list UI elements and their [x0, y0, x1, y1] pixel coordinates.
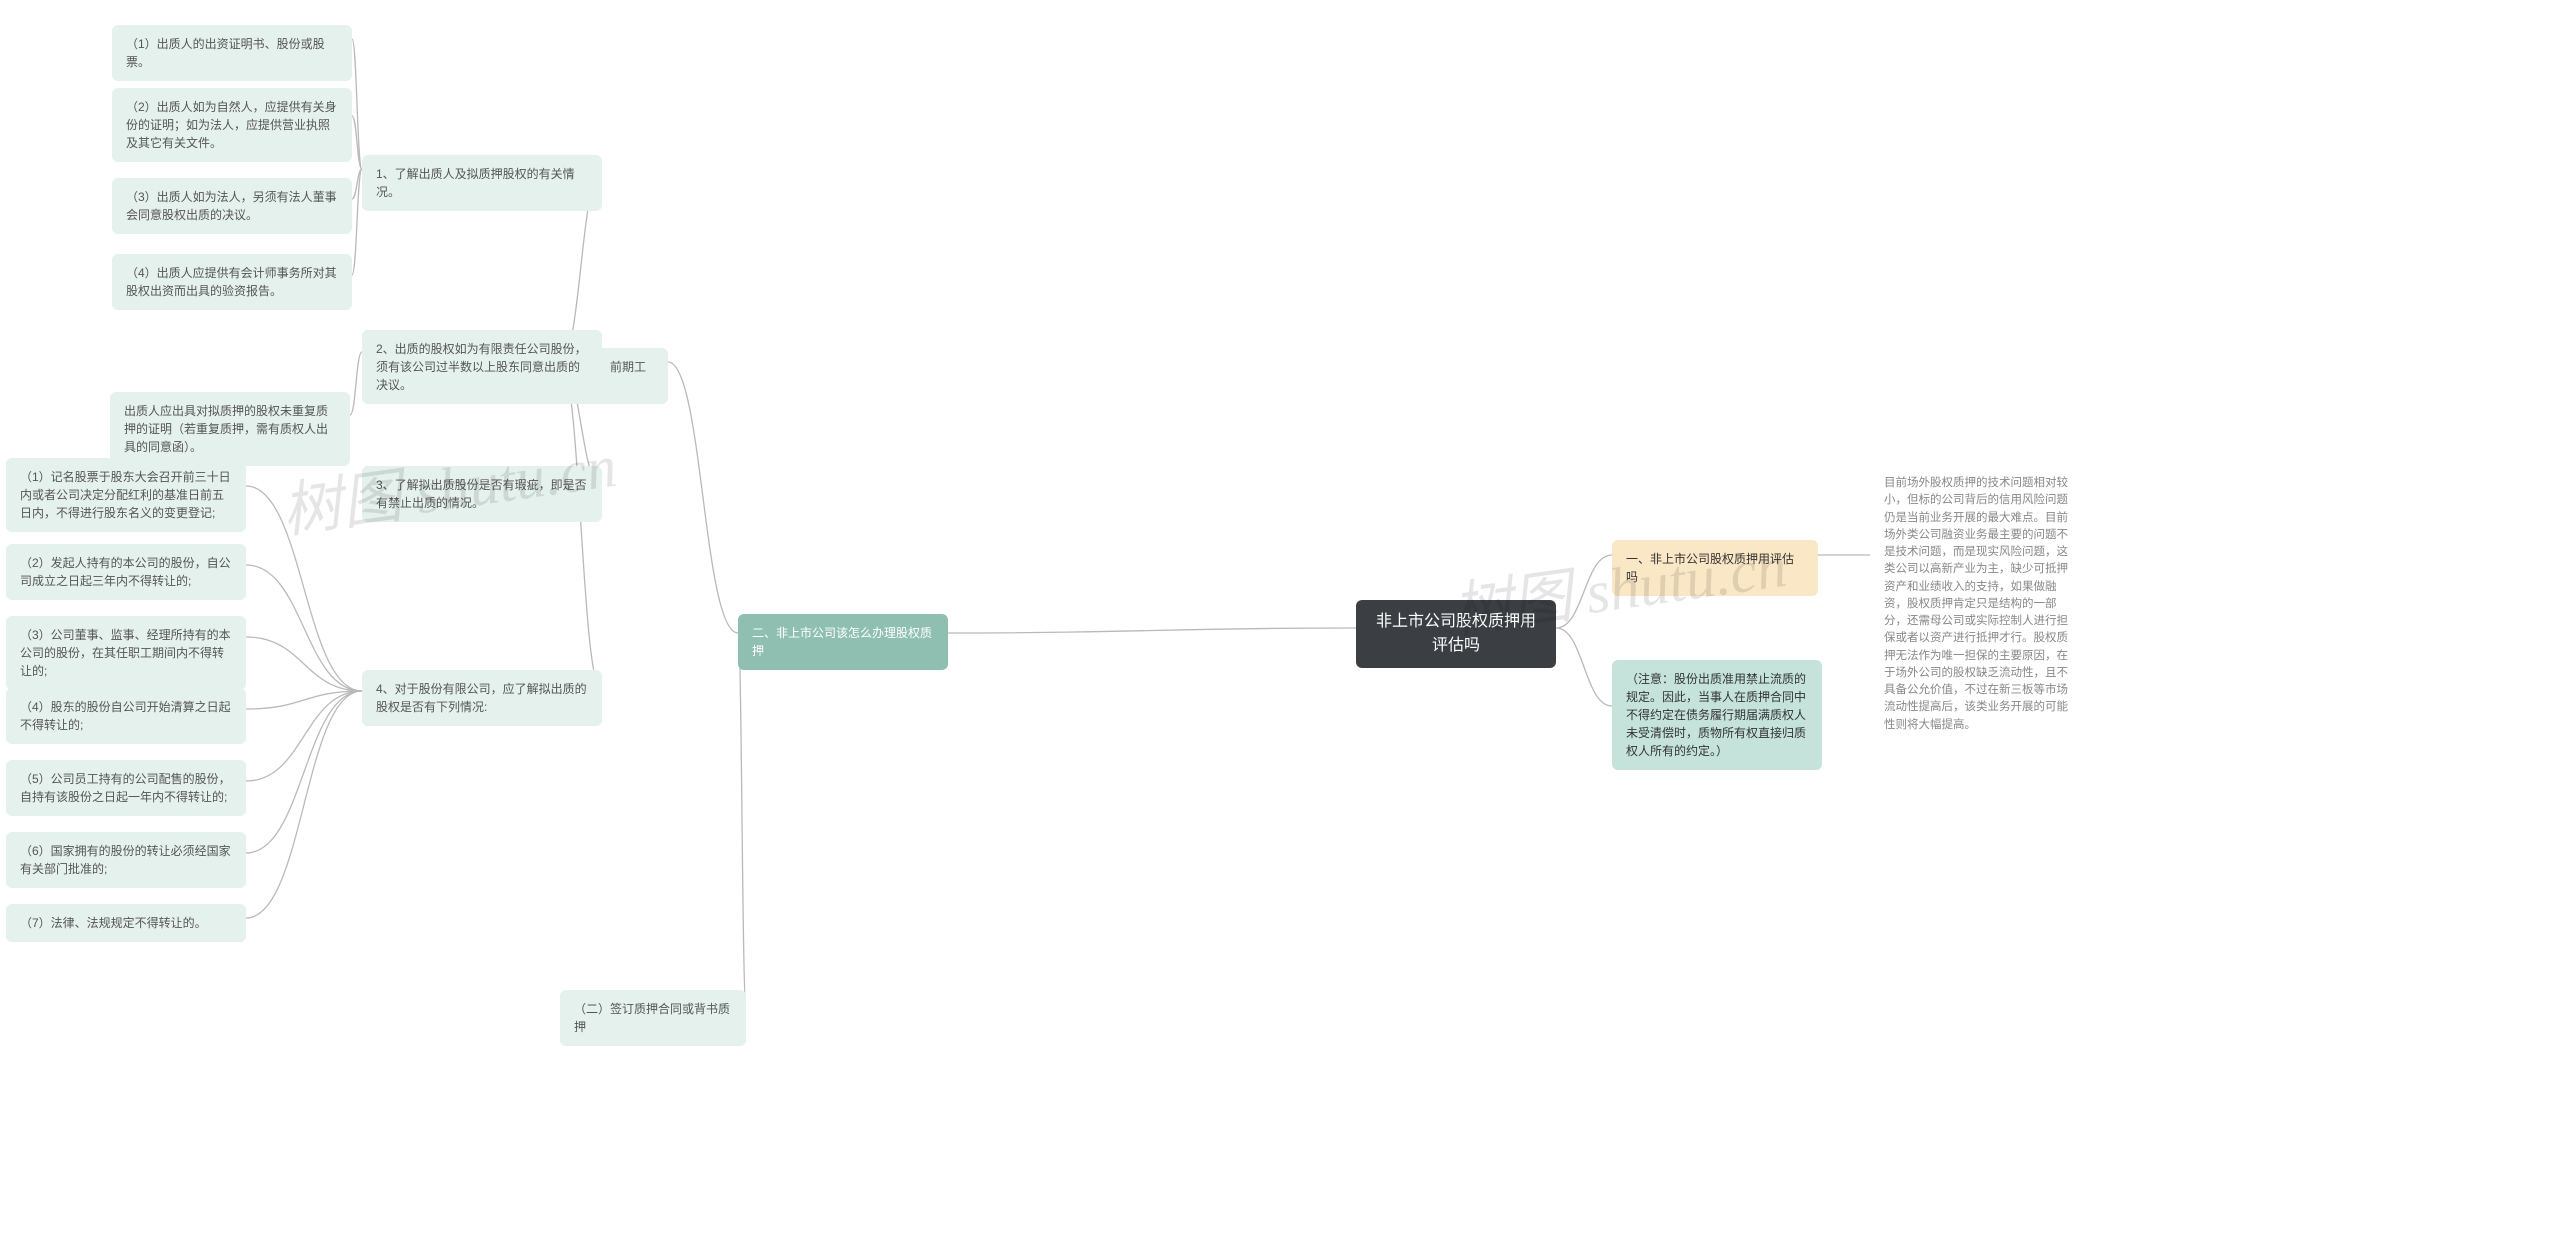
edge-a1-a1_4 [352, 169, 362, 275]
node-a5[interactable]: 4、对于股份有限公司，应了解拟出质的股权是否有下列情况: [362, 670, 602, 726]
edge-l0-l0a [668, 362, 738, 633]
node-a5_2[interactable]: （2）发起人持有的本公司的股份，自公司成立之日起三年内不得转让的; [6, 544, 246, 600]
edge-root-l0 [948, 628, 1356, 633]
node-a5_4[interactable]: （4）股东的股份自公司开始清算之日起不得转让的; [6, 688, 246, 744]
node-l0b[interactable]: （二）签订质押合同或背书质押 [560, 990, 746, 1046]
node-l0[interactable]: 二、非上市公司该怎么办理股权质押 [738, 614, 948, 670]
edge-a5-a5_4 [246, 691, 362, 709]
edge-a5-a5_1 [246, 486, 362, 691]
edge-a1-a1_3 [352, 169, 362, 199]
node-a1[interactable]: 1、了解出质人及拟质押股权的有关情况。 [362, 155, 602, 211]
node-a2[interactable]: 2、出质的股权如为有限责任公司股份，须有该公司过半数以上股东同意出质的决议。 [362, 330, 602, 404]
edge-l0a-a5 [560, 362, 602, 691]
node-root[interactable]: 非上市公司股权质押用评估吗 [1356, 600, 1556, 668]
node-a5_1[interactable]: （1）记名股票于股东大会召开前三十日内或者公司决定分配红利的基准日前五日内，不得… [6, 458, 246, 532]
node-a5_5[interactable]: （5）公司员工持有的公司配售的股份，自持有该股份之日起一年内不得转让的; [6, 760, 246, 816]
node-a5_6[interactable]: （6）国家拥有的股份的转让必须经国家有关部门批准的; [6, 832, 246, 888]
node-a5_7[interactable]: （7）法律、法规规定不得转让的。 [6, 904, 246, 942]
node-a1_4[interactable]: （4）出质人应提供有会计师事务所对其股权出资而出具的验资报告。 [112, 254, 352, 310]
node-a1_2[interactable]: （2）出质人如为自然人，应提供有关身份的证明；如为法人，应提供营业执照及其它有关… [112, 88, 352, 162]
edge-l0-l0b [738, 633, 746, 1004]
edge-a5-a5_7 [246, 691, 362, 918]
edge-root-r1 [1556, 555, 1612, 628]
node-a5_3[interactable]: （3）公司董事、监事、经理所持有的本公司的股份，在其任职工期间内不得转让的; [6, 616, 246, 690]
node-a1_3[interactable]: （3）出质人如为法人，另须有法人董事会同意股权出质的决议。 [112, 178, 352, 234]
node-r2[interactable]: （注意：股份出质准用禁止流质的规定。因此，当事人在质押合同中不得约定在债务履行期… [1612, 660, 1822, 770]
node-r1[interactable]: 一、非上市公司股权质押用评估吗 [1612, 540, 1818, 596]
edge-a5-a5_2 [246, 565, 362, 691]
edge-a5-a5_5 [246, 691, 362, 781]
node-r1a[interactable]: 目前场外股权质押的技术问题相对较小，但标的公司背后的信用风险问题仍是当前业务开展… [1870, 465, 2092, 744]
edge-root-r2 [1556, 628, 1612, 706]
node-a1_1[interactable]: （1）出质人的出资证明书、股份或股票。 [112, 25, 352, 81]
edge-a5-a5_6 [246, 691, 362, 853]
edge-a1-a1_2 [352, 116, 362, 169]
node-a3[interactable]: 出质人应出具对拟质押的股权未重复质押的证明（若重复质押，需有质权人出具的同意函）… [110, 392, 350, 466]
edge-a2-a3 [350, 352, 362, 415]
edge-a5-a5_3 [246, 637, 362, 691]
node-a4[interactable]: 3、了解拟出质股份是否有瑕疵，即是否有禁止出质的情况。 [362, 466, 602, 522]
edge-a1-a1_1 [352, 39, 362, 169]
